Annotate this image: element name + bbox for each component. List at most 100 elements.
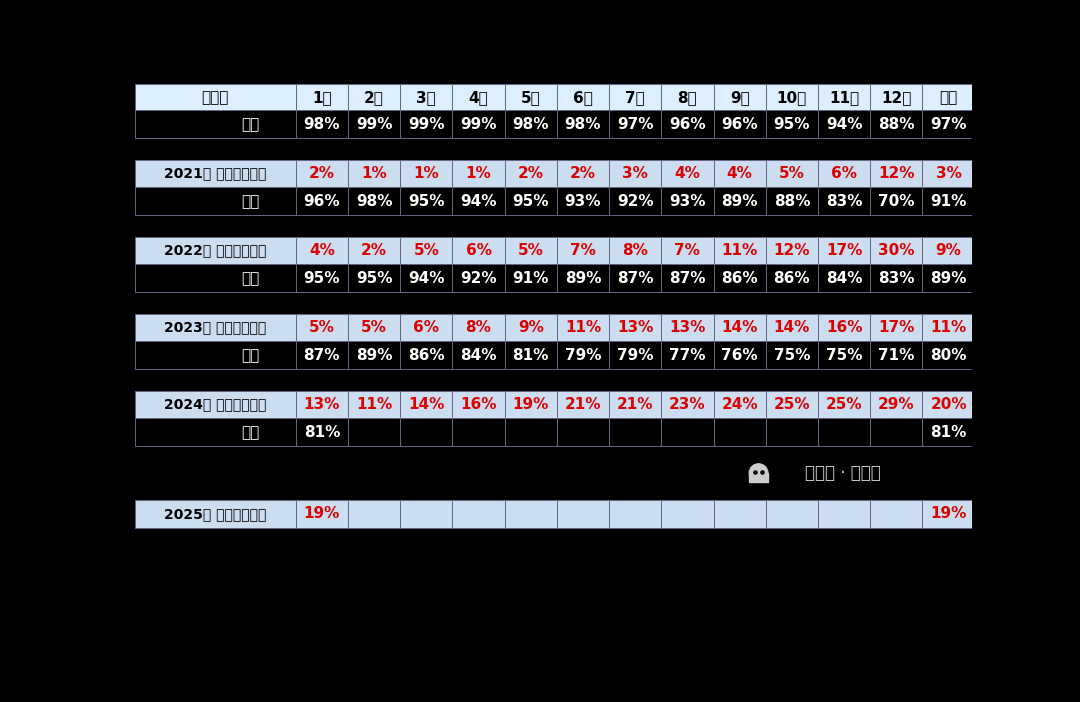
- Bar: [766, 237, 818, 265]
- Bar: [609, 265, 661, 292]
- Bar: [661, 110, 714, 138]
- Text: 87%: 87%: [617, 271, 653, 286]
- Bar: [870, 159, 922, 187]
- Bar: [504, 187, 557, 215]
- Bar: [766, 110, 818, 138]
- Text: 20%: 20%: [930, 397, 967, 412]
- Text: 94%: 94%: [460, 194, 497, 208]
- Bar: [296, 500, 348, 528]
- Text: 87%: 87%: [670, 271, 705, 286]
- Text: 4%: 4%: [675, 166, 700, 181]
- Bar: [766, 500, 818, 528]
- Text: 5%: 5%: [414, 243, 440, 258]
- Bar: [296, 265, 348, 292]
- Bar: [557, 418, 609, 446]
- Text: 96%: 96%: [721, 117, 758, 132]
- Bar: [296, 110, 348, 138]
- Text: 4%: 4%: [727, 166, 753, 181]
- Bar: [135, 391, 296, 418]
- Bar: [401, 237, 453, 265]
- Text: 97%: 97%: [930, 117, 967, 132]
- Bar: [870, 110, 922, 138]
- Bar: [818, 341, 870, 369]
- Bar: [504, 159, 557, 187]
- Bar: [557, 237, 609, 265]
- Bar: [135, 418, 296, 446]
- Text: 92%: 92%: [460, 271, 497, 286]
- Bar: [714, 159, 766, 187]
- Text: 11%: 11%: [931, 320, 967, 335]
- Bar: [401, 314, 453, 341]
- Text: 14%: 14%: [408, 397, 445, 412]
- Bar: [609, 314, 661, 341]
- Bar: [348, 391, 401, 418]
- Text: 2%: 2%: [570, 166, 596, 181]
- Bar: [870, 265, 922, 292]
- Text: 94%: 94%: [408, 271, 445, 286]
- Bar: [922, 84, 974, 110]
- Text: 4%: 4%: [309, 243, 335, 258]
- Bar: [557, 391, 609, 418]
- Bar: [661, 391, 714, 418]
- Text: 88%: 88%: [773, 194, 810, 208]
- Text: 8%: 8%: [465, 320, 491, 335]
- Text: 70%: 70%: [878, 194, 915, 208]
- Text: 5%: 5%: [361, 320, 387, 335]
- Bar: [609, 391, 661, 418]
- Text: 2025年 新能源渗透率: 2025年 新能源渗透率: [164, 507, 267, 521]
- Text: 3月: 3月: [417, 90, 436, 105]
- Text: 16%: 16%: [826, 320, 862, 335]
- Bar: [609, 187, 661, 215]
- Text: 79%: 79%: [617, 347, 653, 363]
- Text: 常规: 常规: [242, 347, 260, 363]
- Text: 24%: 24%: [721, 397, 758, 412]
- Text: 8月: 8月: [677, 90, 698, 105]
- Text: 93%: 93%: [670, 194, 705, 208]
- Text: 13%: 13%: [670, 320, 705, 335]
- Text: 89%: 89%: [565, 271, 602, 286]
- Bar: [557, 265, 609, 292]
- Text: 19%: 19%: [930, 506, 967, 522]
- Bar: [135, 500, 296, 528]
- Text: 83%: 83%: [878, 271, 915, 286]
- Text: 8%: 8%: [622, 243, 648, 258]
- Text: 总计: 总计: [940, 90, 958, 105]
- Bar: [557, 187, 609, 215]
- Bar: [766, 341, 818, 369]
- Bar: [818, 391, 870, 418]
- Bar: [922, 391, 974, 418]
- Bar: [766, 187, 818, 215]
- Bar: [557, 314, 609, 341]
- Text: 9月: 9月: [730, 90, 750, 105]
- Text: 98%: 98%: [513, 117, 549, 132]
- Bar: [401, 418, 453, 446]
- Bar: [609, 84, 661, 110]
- Text: 25%: 25%: [826, 397, 863, 412]
- Text: 95%: 95%: [355, 271, 392, 286]
- Bar: [504, 110, 557, 138]
- Text: 23%: 23%: [670, 397, 705, 412]
- Bar: [766, 159, 818, 187]
- Text: 96%: 96%: [303, 194, 340, 208]
- Text: 97%: 97%: [617, 117, 653, 132]
- Text: 95%: 95%: [303, 271, 340, 286]
- Text: 6%: 6%: [465, 243, 491, 258]
- Text: 2%: 2%: [361, 243, 387, 258]
- Bar: [870, 418, 922, 446]
- Bar: [348, 314, 401, 341]
- Text: 17%: 17%: [826, 243, 862, 258]
- Text: 商用车: 商用车: [202, 90, 229, 105]
- Bar: [557, 500, 609, 528]
- Bar: [135, 110, 296, 138]
- Text: 21%: 21%: [617, 397, 653, 412]
- Text: 11%: 11%: [565, 320, 602, 335]
- Circle shape: [750, 464, 768, 482]
- Bar: [714, 110, 766, 138]
- Bar: [870, 187, 922, 215]
- Text: 21%: 21%: [565, 397, 602, 412]
- Text: 98%: 98%: [303, 117, 340, 132]
- Bar: [818, 187, 870, 215]
- Bar: [453, 314, 504, 341]
- Text: 1月: 1月: [312, 90, 332, 105]
- Bar: [818, 265, 870, 292]
